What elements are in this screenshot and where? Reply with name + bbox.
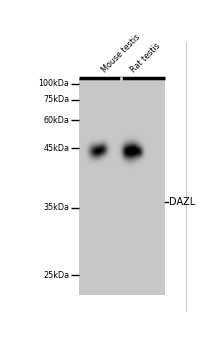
Text: 25kDa: 25kDa xyxy=(43,271,69,280)
Text: 75kDa: 75kDa xyxy=(43,96,69,104)
Text: 60kDa: 60kDa xyxy=(43,116,69,125)
Bar xyxy=(26,42,78,312)
Text: 35kDa: 35kDa xyxy=(43,203,69,212)
Text: 45kDa: 45kDa xyxy=(43,144,69,153)
Bar xyxy=(78,42,165,78)
Text: 100kDa: 100kDa xyxy=(38,79,69,88)
Text: DAZL: DAZL xyxy=(169,197,195,207)
Bar xyxy=(78,295,165,312)
Text: Rat testis: Rat testis xyxy=(128,41,161,74)
Text: Mouse testis: Mouse testis xyxy=(99,33,141,74)
Bar xyxy=(78,78,165,295)
Bar xyxy=(165,42,185,312)
